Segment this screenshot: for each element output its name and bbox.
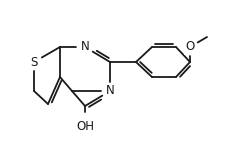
Text: S: S xyxy=(30,56,38,69)
Text: N: N xyxy=(81,41,89,53)
Text: O: O xyxy=(185,41,195,53)
Text: OH: OH xyxy=(76,119,94,132)
Text: N: N xyxy=(106,85,114,98)
